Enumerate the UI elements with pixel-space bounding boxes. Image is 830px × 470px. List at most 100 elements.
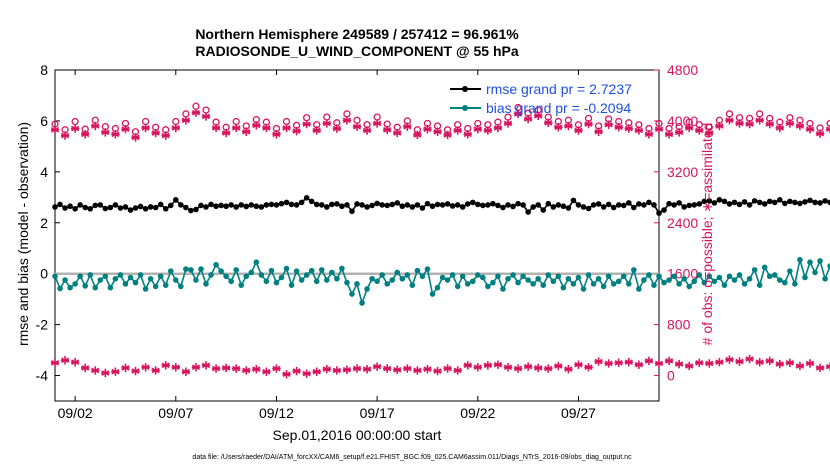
x-tick-label: 09/12 bbox=[259, 405, 294, 421]
bias-point bbox=[585, 272, 592, 278]
rmse-point bbox=[646, 199, 652, 206]
rmse-point bbox=[137, 203, 144, 210]
bias-point bbox=[228, 278, 234, 285]
bias-point bbox=[530, 281, 536, 287]
obs-possible-point bbox=[343, 110, 351, 118]
rmse-point bbox=[605, 201, 612, 208]
obs-assimilated-point bbox=[322, 119, 331, 128]
rmse-point bbox=[167, 202, 174, 209]
obs-assimilated-point bbox=[191, 108, 201, 117]
rmse-point bbox=[147, 204, 154, 210]
rmse-point bbox=[771, 199, 778, 206]
obs-assimilated-point bbox=[302, 119, 311, 129]
bias-point bbox=[595, 275, 602, 282]
rmse-point bbox=[736, 201, 743, 208]
rmse-point bbox=[525, 209, 531, 215]
chart-title-line2: RADIOSONDE_U_WIND_COMPONENT @ 55 hPa bbox=[195, 43, 518, 59]
obs-assimilated-point bbox=[705, 128, 714, 138]
rmse-point bbox=[188, 207, 194, 214]
obs-assimilated-point bbox=[383, 125, 392, 135]
rmse-point bbox=[223, 203, 229, 210]
rmse-point bbox=[746, 202, 753, 208]
obs-bottom-point bbox=[151, 366, 160, 375]
rmse-point bbox=[686, 202, 692, 209]
obs-bottom-point bbox=[201, 361, 211, 370]
bias-point bbox=[464, 281, 471, 287]
rmse-point bbox=[243, 203, 250, 210]
bias-point bbox=[102, 273, 109, 280]
bias-point bbox=[434, 284, 441, 291]
bias-point bbox=[374, 278, 380, 285]
bias-point bbox=[329, 269, 335, 276]
bias-point bbox=[218, 268, 224, 274]
bias-point bbox=[183, 266, 189, 272]
bias-point bbox=[817, 258, 823, 264]
obs-bottom-point bbox=[785, 358, 795, 368]
obs-possible-point bbox=[756, 110, 764, 118]
rmse-point bbox=[424, 200, 431, 207]
obs-bottom-point bbox=[393, 365, 402, 375]
bias-point bbox=[792, 281, 798, 287]
bias-point bbox=[469, 278, 476, 285]
bias-point bbox=[575, 274, 582, 281]
rmse-point bbox=[354, 201, 360, 207]
obs-bottom-point bbox=[292, 366, 301, 376]
rmse-point bbox=[656, 210, 662, 216]
rmse-point bbox=[666, 200, 672, 207]
rmse-point bbox=[313, 201, 320, 208]
rmse-point bbox=[464, 201, 471, 207]
bias-point bbox=[193, 277, 199, 283]
bias-point bbox=[112, 275, 119, 282]
obs-bottom-point bbox=[745, 354, 754, 364]
obs-bottom-point bbox=[554, 361, 563, 371]
obs-assimilated-point bbox=[644, 130, 654, 139]
rmse-point bbox=[550, 204, 557, 210]
x-tick-label: 09/22 bbox=[460, 405, 495, 421]
bias-point bbox=[283, 265, 290, 272]
bias-point bbox=[676, 281, 682, 287]
rmse-point bbox=[414, 202, 421, 208]
obs-assimilated-point bbox=[564, 121, 573, 131]
obs-assimilated-point bbox=[393, 128, 402, 138]
right-y-tick-label: 3200 bbox=[667, 164, 698, 180]
bias-point bbox=[354, 281, 360, 287]
bias-point bbox=[344, 279, 350, 286]
bias-point bbox=[439, 274, 446, 281]
obs-assimilated-point bbox=[544, 118, 553, 128]
obs-assimilated-point bbox=[765, 119, 774, 129]
bias-point bbox=[525, 277, 531, 283]
rmse-point bbox=[817, 200, 823, 206]
plot-border bbox=[54, 69, 660, 402]
obs-possible-point bbox=[182, 110, 190, 118]
rmse-point bbox=[822, 198, 828, 204]
bias-point bbox=[107, 284, 114, 291]
bias-point bbox=[147, 275, 154, 282]
rmse-point bbox=[308, 198, 315, 205]
obs-assimilated-point bbox=[554, 123, 563, 132]
bias-point bbox=[600, 283, 607, 290]
rmse-point bbox=[389, 201, 396, 208]
obs-bottom-point bbox=[302, 369, 311, 378]
obs-assimilated-point bbox=[211, 123, 221, 133]
rmse-point bbox=[827, 199, 830, 206]
bias-point bbox=[610, 281, 617, 287]
bias-point bbox=[167, 268, 174, 274]
rmse-point bbox=[505, 202, 511, 208]
rmse-point bbox=[369, 202, 375, 209]
rmse-point bbox=[545, 200, 552, 207]
obs-assimilated-point bbox=[664, 130, 674, 139]
rmse-point bbox=[807, 197, 813, 204]
rmse-point bbox=[92, 202, 99, 209]
rmse-point bbox=[218, 202, 224, 209]
obs-bottom-point bbox=[443, 364, 452, 373]
rmse-point bbox=[268, 201, 275, 208]
obs-possible-point bbox=[71, 117, 79, 126]
chart-title-line1: Northern Hemisphere 249589 / 257412 = 96… bbox=[195, 26, 519, 42]
bias-point bbox=[359, 300, 365, 306]
obs-bottom-point bbox=[544, 364, 553, 373]
rmse-point bbox=[152, 204, 159, 211]
bias-point bbox=[636, 286, 642, 292]
rmse-point bbox=[132, 205, 139, 211]
obs-bottom-point bbox=[705, 359, 714, 368]
obs-assimilated-point bbox=[413, 130, 422, 140]
